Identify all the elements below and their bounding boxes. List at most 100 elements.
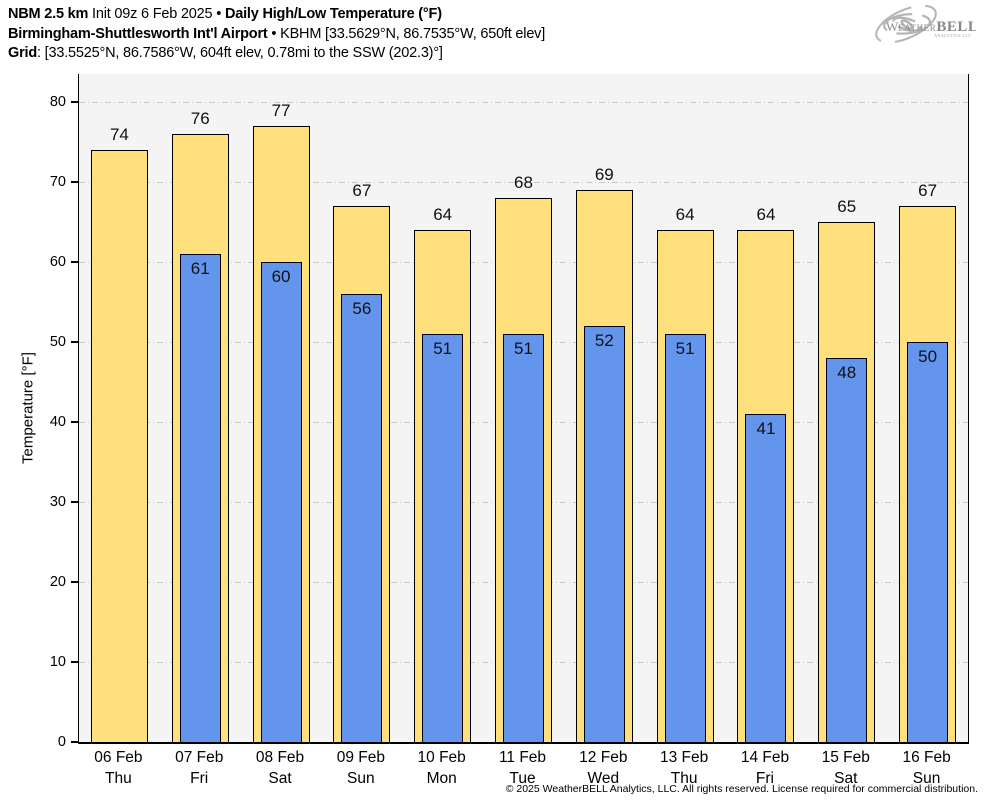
low-temp-bar (179, 254, 221, 742)
svg-text:WEATHERBELL: WEATHERBELL (886, 19, 976, 35)
station-name: Birmingham-Shuttlesworth Int'l Airport (8, 25, 268, 42)
low-value-label: 51 (675, 339, 695, 358)
x-tick-weekday: Sat (834, 769, 858, 787)
low-value-label: 51 (514, 339, 533, 358)
y-tick-label: 60 (49, 254, 66, 270)
x-tick-label: 12 Feb Wed (579, 748, 627, 789)
logo-bell-text: BELL (936, 19, 976, 35)
x-tick-weekday: Fri (190, 769, 209, 787)
low-temp-bar (907, 342, 949, 742)
high-temp-bar (90, 150, 148, 742)
x-tick-date: 08 Feb (255, 749, 305, 766)
x-tick-weekday: Thu (105, 769, 132, 787)
y-axis-title: Temperature [°F] (19, 352, 37, 464)
x-tick-label: 06 Feb Thu (94, 748, 142, 789)
logo-weather-text: EATHER (898, 23, 936, 33)
chart-header: NBM 2.5 km Init 09z 6 Feb 2025 • Daily H… (8, 5, 545, 64)
high-value-label: 64 (433, 205, 453, 224)
x-tick-date: 10 Feb (417, 749, 466, 766)
y-tick-label: 0 (57, 734, 66, 750)
low-temp-bar (664, 334, 706, 742)
y-tick-mark (71, 101, 78, 103)
x-tick-date: 12 Feb (579, 749, 628, 766)
high-value-label: 65 (837, 197, 857, 216)
x-tick-date: 06 Feb (94, 749, 143, 766)
y-tick-mark (71, 261, 78, 263)
x-tick-date: 11 Feb (498, 749, 547, 766)
x-tick-label: 09 Feb Sun (337, 748, 385, 789)
x-tick-weekday: Fri (755, 769, 774, 787)
y-tick-label: 30 (49, 494, 66, 510)
separator-bullet: • (271, 25, 277, 42)
y-tick-mark (71, 181, 78, 183)
x-tick-date: 15 Feb (821, 749, 870, 766)
x-tick-weekday: Sun (912, 769, 941, 787)
low-value-label: 60 (271, 267, 291, 286)
low-temp-bar (260, 262, 302, 742)
gridline-70 (79, 181, 968, 183)
high-value-label: 68 (514, 173, 533, 192)
y-tick-label: 40 (49, 414, 66, 430)
low-temp-bar (422, 334, 464, 742)
high-value-label: 74 (109, 125, 129, 144)
y-tick-label: 10 (49, 654, 66, 670)
model-name: NBM 2.5 km (8, 6, 89, 22)
y-tick-label: 80 (49, 94, 66, 110)
x-tick-weekday: Tue (509, 769, 536, 787)
low-value-label: 48 (837, 363, 857, 382)
station-info: KBHM [33.5629°N, 86.7535°W, 650ft elev] (280, 25, 546, 42)
x-tick-date: 13 Feb (659, 749, 709, 766)
high-value-label: 76 (190, 109, 210, 128)
x-tick-label: 16 Feb Sun (902, 748, 950, 789)
x-tick-date: 14 Feb (740, 749, 790, 766)
hurricane-swirl-icon: WEATHERBELL ANALYTICS LLC (875, 4, 978, 44)
x-tick-label: 13 Feb Thu (660, 748, 708, 789)
x-tick-weekday: Wed (587, 769, 620, 787)
y-tick-mark (71, 501, 78, 503)
y-tick-mark (71, 741, 78, 743)
plot-area: 74 76 61 77 60 67 56 64 51 68 51 69 52 64 51 64 41 65 48 67… (78, 74, 969, 744)
low-value-label: 41 (756, 419, 776, 438)
y-tick-label: 50 (49, 334, 66, 350)
low-value-label: 52 (594, 331, 614, 350)
grid-label: Grid (8, 45, 38, 61)
logo-analytics-text: ANALYTICS LLC (934, 33, 971, 38)
x-tick-weekday: Sat (268, 769, 292, 787)
low-temp-bar (341, 294, 383, 742)
header-line-1: NBM 2.5 km Init 09z 6 Feb 2025 • Daily H… (8, 5, 545, 25)
x-tick-label: 14 Feb Fri (741, 748, 789, 789)
y-tick-mark (71, 421, 78, 423)
low-temp-bar (503, 334, 544, 742)
gridline-80 (79, 101, 968, 103)
x-tick-date: 09 Feb (336, 749, 385, 766)
low-temp-bar (583, 326, 625, 742)
y-tick-mark (71, 581, 78, 583)
copyright-text: © 2025 WeatherBELL Analytics, LLC. All r… (505, 783, 978, 795)
weatherbell-logo: WEATHERBELL ANALYTICS LLC (866, 2, 978, 53)
x-tick-label: 10 Feb Mon (418, 748, 466, 789)
grid-info: : [33.5525°N, 86.7586°W, 604ft elev, 0.7… (37, 45, 443, 61)
high-value-label: 67 (918, 181, 938, 200)
header-line-2: Birmingham-Shuttlesworth Int'l Airport •… (8, 25, 545, 45)
high-value-label: 69 (594, 165, 614, 184)
y-tick-mark (71, 341, 78, 343)
y-tick-mark (71, 661, 78, 663)
high-value-label: 67 (352, 181, 372, 200)
low-value-label: 61 (190, 259, 210, 278)
x-tick-weekday: Mon (426, 769, 457, 787)
x-tick-label: 11 Feb Tue (499, 748, 546, 789)
header-line-3: Grid: [33.5525°N, 86.7586°W, 604ft elev,… (8, 44, 545, 64)
x-tick-label: 07 Feb Fri (175, 748, 223, 789)
y-tick-label: 20 (49, 574, 66, 590)
product-title: Daily High/Low Temperature (°F) (224, 6, 442, 22)
low-value-label: 51 (433, 339, 453, 358)
low-value-label: 50 (918, 347, 938, 366)
high-value-label: 64 (756, 205, 776, 224)
x-tick-weekday: Thu (670, 769, 698, 787)
low-temp-bar (826, 358, 868, 742)
low-value-label: 56 (352, 299, 372, 318)
y-tick-label: 70 (49, 174, 66, 190)
high-value-label: 64 (675, 205, 695, 224)
separator-bullet: • (216, 6, 222, 22)
